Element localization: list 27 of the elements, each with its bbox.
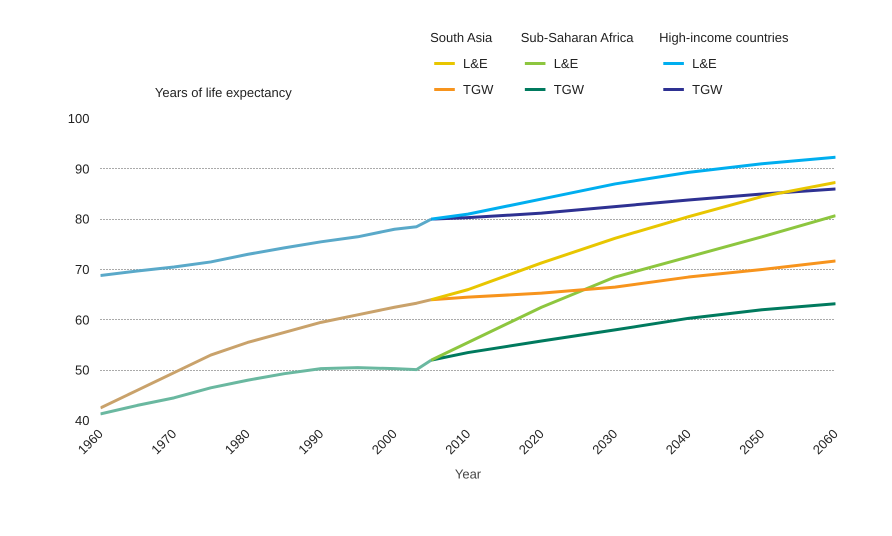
line-series — [430, 187, 836, 221]
line-series — [430, 180, 836, 302]
y-tick-label: 40 — [75, 413, 90, 428]
legend-label: L&E — [554, 56, 579, 71]
line-series — [100, 218, 433, 278]
line-series — [430, 259, 836, 302]
line-series — [430, 156, 836, 221]
legend-label: TGW — [554, 82, 585, 97]
y-tick-label: 100 — [68, 111, 90, 126]
y-tick-label: 70 — [75, 262, 90, 277]
y-tick-label: 90 — [75, 161, 90, 176]
text: Sub-Saharan Africa — [520, 30, 634, 45]
legend-label: TGW — [692, 82, 724, 97]
line-series — [430, 302, 836, 362]
legend-label: TGW — [463, 82, 494, 97]
y-tick-label: 60 — [75, 312, 90, 328]
y-tick-label: 80 — [75, 212, 90, 227]
line-series — [430, 214, 836, 362]
x-axis-title: Year — [454, 466, 482, 482]
legend-label: L&E — [692, 56, 718, 71]
y-axis-title: Years of life expectancy — [154, 85, 292, 100]
y-tick-label: 50 — [75, 362, 90, 378]
text: High-income countries — [659, 30, 789, 45]
legend-label: L&E — [463, 56, 488, 71]
text: South Asia — [430, 30, 494, 45]
line-series — [100, 298, 433, 410]
line-series — [100, 358, 433, 416]
